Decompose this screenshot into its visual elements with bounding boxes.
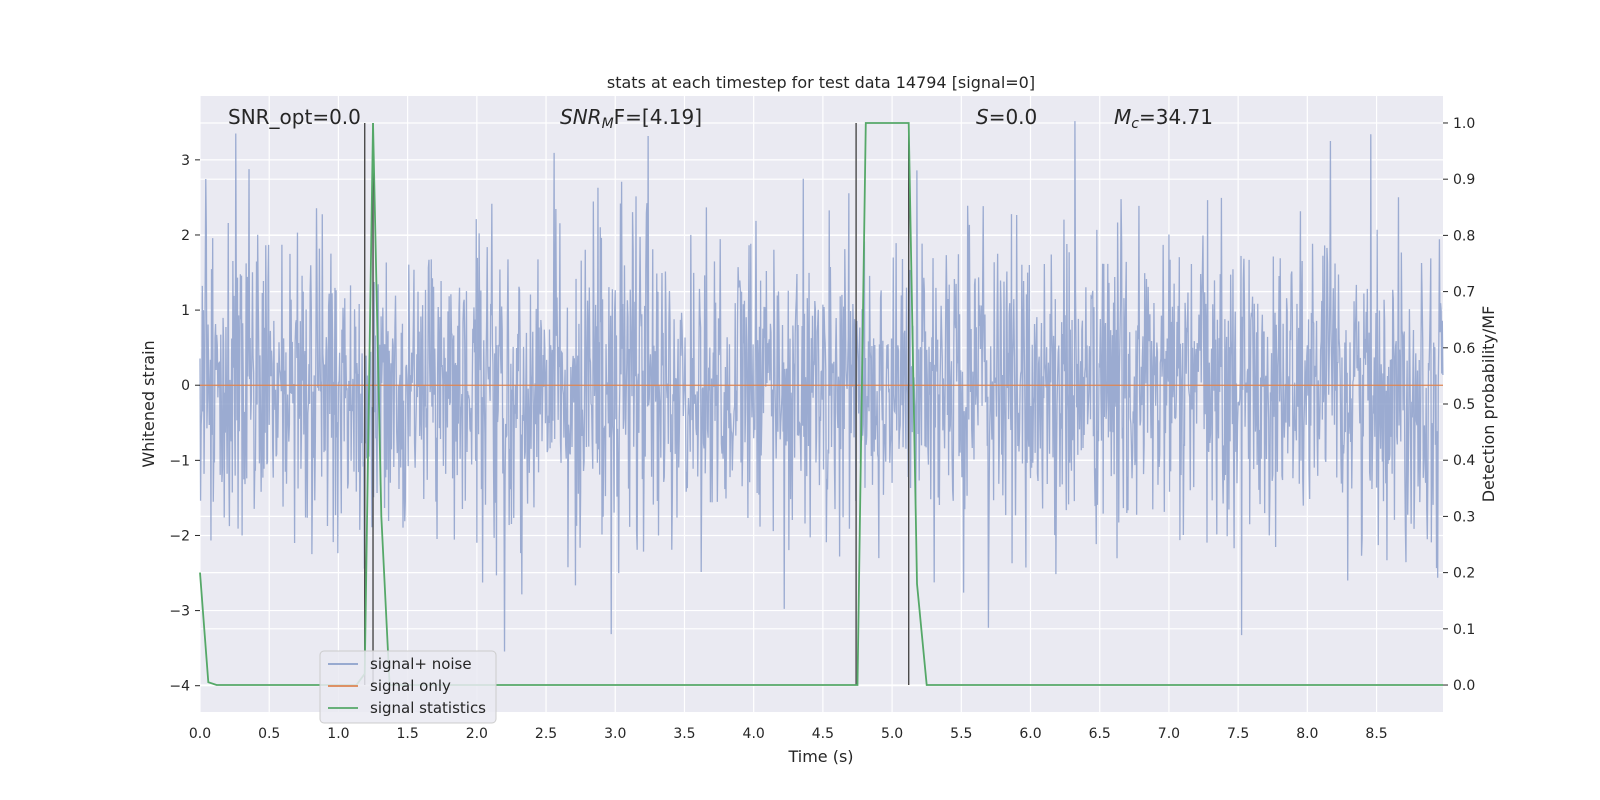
y2-tick-label-9: 0.9 — [1453, 172, 1475, 188]
s-symbol: S — [976, 105, 989, 129]
y-tick-label-2: −2 — [169, 528, 190, 544]
y2-tick-label-0: 0.0 — [1453, 678, 1475, 694]
s-value: =0.0 — [989, 105, 1038, 129]
y2-tick-label-2: 0.2 — [1453, 566, 1475, 582]
y-tick-label-7: 3 — [181, 153, 190, 169]
y-tick-label-4: 0 — [181, 378, 190, 394]
x-tick-label-16: 8.0 — [1296, 726, 1318, 742]
vertical-markers — [364, 122, 910, 686]
x-tick-label-17: 8.5 — [1365, 726, 1387, 742]
x-tick-label-13: 6.5 — [1089, 726, 1111, 742]
legend-box — [319, 650, 497, 724]
x-tick-label-5: 2.5 — [535, 726, 557, 742]
x-tick-label-0: 0.0 — [189, 726, 211, 742]
series-signal-noise — [199, 121, 1444, 652]
annotation-snr-mf: SNRMF=[4.19] — [560, 105, 702, 132]
x-tick-label-3: 1.5 — [396, 726, 418, 742]
x-tick-label-11: 5.5 — [950, 726, 972, 742]
legend-label-signal-noise: signal+ noise — [370, 655, 472, 673]
y2-tick-label-8: 0.8 — [1453, 228, 1475, 244]
y-axis-label: Whitened strain — [139, 340, 158, 467]
x-tick-label-2: 1.0 — [327, 726, 349, 742]
legend-label-signal-only: signal only — [370, 677, 451, 695]
x-tick-label-6: 3.0 — [604, 726, 626, 742]
y2-tick-label-6: 0.6 — [1453, 341, 1475, 357]
axis-ticks: 0.0 0.5 1.0 1.5 2.0 2.5 3.0 3.5 4.0 4.5 5.0 5.5 6.0 6… — [169, 116, 1475, 742]
x-tick-label-1: 0.5 — [258, 726, 280, 742]
x-tick-label-4: 2.0 — [466, 726, 488, 742]
annotation-mc: Mc=34.71 — [1114, 105, 1213, 132]
line-signal-noise — [199, 121, 1444, 652]
legend: signal+ noise signal only signal statist… — [319, 650, 497, 724]
y2-tick-label-10: 1.0 — [1453, 116, 1475, 132]
legend-label-signal-statistics: signal statistics — [370, 699, 486, 717]
annotations: SNR_opt=0.0 SNRMF=[4.19] S=0.0 Mc=34.71 — [228, 105, 1213, 132]
x-tick-label-9: 4.5 — [812, 726, 834, 742]
mc-value: =34.71 — [1139, 105, 1213, 129]
annotation-s: S=0.0 — [976, 105, 1037, 129]
y2-tick-label-7: 0.7 — [1453, 285, 1475, 301]
mc-symbol: M — [1114, 105, 1131, 129]
x-tick-label-14: 7.0 — [1158, 726, 1180, 742]
y2-axis-label: Detection probability/MF — [1479, 306, 1498, 503]
y-tick-label-1: −3 — [169, 604, 190, 620]
snr-mf-subscript: M — [602, 116, 614, 132]
x-tick-label-10: 5.0 — [881, 726, 903, 742]
y-tick-label-3: −1 — [169, 453, 190, 469]
y-tick-label-6: 2 — [181, 228, 190, 244]
y-tick-label-0: −4 — [169, 679, 190, 695]
x-tick-label-15: 7.5 — [1227, 726, 1249, 742]
chart-title: stats at each timestep for test data 147… — [607, 73, 1035, 92]
y2-tick-label-3: 0.3 — [1453, 509, 1475, 525]
x-axis-label: Time (s) — [787, 747, 853, 766]
snr-mf-symbol: SNR — [560, 105, 602, 129]
x-tick-label-7: 3.5 — [673, 726, 695, 742]
snr-mf-value: F=[4.19] — [614, 105, 702, 129]
y2-tick-label-4: 0.4 — [1453, 453, 1475, 469]
y-tick-label-5: 1 — [181, 303, 190, 319]
y2-tick-label-5: 0.5 — [1453, 397, 1475, 413]
mc-subscript: c — [1131, 116, 1139, 132]
annotation-snr-opt: SNR_opt=0.0 — [228, 105, 361, 129]
y2-tick-label-1: 0.1 — [1453, 622, 1475, 638]
x-tick-label-8: 4.0 — [743, 726, 765, 742]
x-tick-label-12: 6.0 — [1019, 726, 1041, 742]
